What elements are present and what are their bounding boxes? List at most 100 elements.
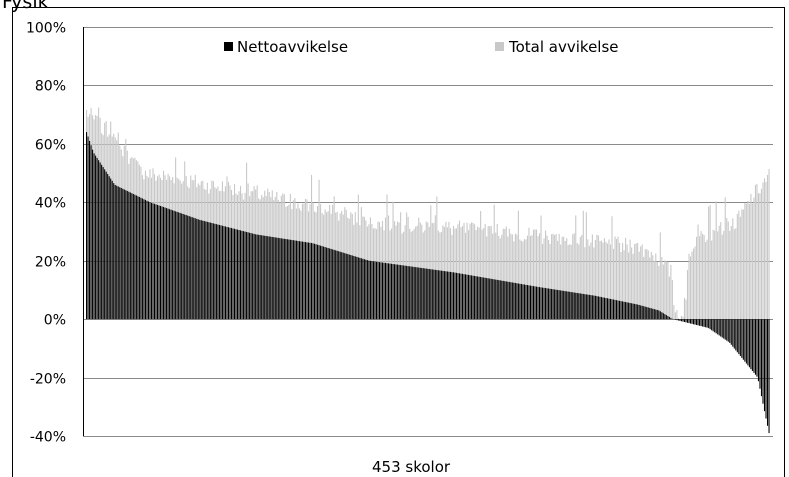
bar-net bbox=[240, 230, 242, 320]
bar-total bbox=[697, 224, 699, 320]
bar-net bbox=[191, 217, 193, 320]
bar-net bbox=[371, 261, 373, 320]
bar-net bbox=[259, 235, 261, 320]
bar-net bbox=[739, 319, 741, 356]
bar-total bbox=[609, 244, 612, 320]
bar-net bbox=[665, 315, 667, 320]
bar-net bbox=[659, 311, 661, 320]
bar-net bbox=[178, 212, 180, 320]
bar-total bbox=[700, 231, 702, 320]
bar-net bbox=[667, 315, 669, 320]
bar-net bbox=[283, 238, 285, 320]
bar-net bbox=[194, 218, 196, 320]
bar-net bbox=[170, 209, 172, 320]
bar-total bbox=[535, 229, 538, 320]
bar-net bbox=[321, 246, 323, 320]
bar-total bbox=[543, 238, 545, 320]
bar-net bbox=[437, 270, 439, 320]
bar-total bbox=[516, 234, 518, 320]
bar-net bbox=[525, 284, 527, 320]
bar-total bbox=[622, 243, 624, 320]
bar-net bbox=[327, 247, 329, 320]
bar-total bbox=[647, 250, 649, 320]
bar-net bbox=[609, 298, 612, 320]
bar-net bbox=[282, 238, 284, 320]
bar-total bbox=[696, 236, 698, 320]
bar-total bbox=[507, 236, 509, 320]
bar-net bbox=[387, 263, 390, 320]
bar-net bbox=[606, 298, 609, 320]
bar-net bbox=[184, 214, 186, 320]
bar-net bbox=[543, 287, 545, 320]
bar-net bbox=[378, 262, 381, 320]
bar-total bbox=[623, 250, 625, 320]
bar-net bbox=[564, 291, 566, 320]
bar-net bbox=[622, 301, 624, 320]
bar-total bbox=[602, 242, 604, 320]
bar-total bbox=[526, 235, 528, 320]
bar-net bbox=[244, 231, 246, 320]
bar-total bbox=[676, 310, 678, 320]
bar-net bbox=[125, 190, 127, 320]
bar-net bbox=[273, 237, 275, 320]
bar-net bbox=[649, 307, 651, 320]
bar-net bbox=[236, 229, 239, 320]
bar-net bbox=[696, 319, 698, 325]
bar-total bbox=[581, 235, 583, 320]
bar-net bbox=[166, 208, 168, 320]
bar-net bbox=[596, 296, 598, 320]
bar-net bbox=[338, 251, 340, 320]
bar-net bbox=[366, 260, 368, 320]
bar-net bbox=[415, 267, 417, 320]
bar-net bbox=[747, 319, 749, 366]
bar-net bbox=[708, 319, 710, 329]
bar-net bbox=[513, 282, 515, 320]
bar-net bbox=[668, 316, 670, 320]
bar-total bbox=[683, 297, 686, 320]
bar-net bbox=[218, 224, 220, 320]
bar-total bbox=[357, 194, 359, 320]
bar-total bbox=[685, 299, 687, 320]
bar-total bbox=[665, 261, 667, 320]
bar-net bbox=[599, 296, 601, 320]
bar-net bbox=[235, 229, 237, 320]
bar-total bbox=[434, 215, 436, 320]
series-nettoavvikelse bbox=[86, 132, 770, 434]
bar-net bbox=[705, 319, 707, 328]
bar-net bbox=[691, 319, 693, 324]
bar-net bbox=[520, 284, 522, 320]
bar-net bbox=[655, 309, 657, 320]
bar-total bbox=[430, 205, 432, 320]
bar-net bbox=[280, 238, 282, 320]
bar-net bbox=[292, 240, 294, 320]
bar-net bbox=[469, 275, 471, 320]
bar-total bbox=[615, 239, 618, 320]
bar-total bbox=[520, 240, 522, 320]
bar-total bbox=[596, 234, 598, 320]
bar-total bbox=[637, 243, 639, 320]
bar-total bbox=[490, 225, 492, 320]
bar-net bbox=[635, 304, 637, 320]
bar-net bbox=[514, 282, 516, 320]
bar-net bbox=[629, 302, 631, 320]
bar-total bbox=[723, 230, 725, 320]
bar-net bbox=[175, 211, 177, 320]
legend-label-nettoavvikelse: Nettoavvikelse bbox=[237, 38, 348, 56]
bar-net bbox=[391, 263, 393, 320]
bar-total bbox=[709, 205, 711, 320]
bar-net bbox=[113, 183, 115, 320]
bar-total bbox=[552, 233, 554, 320]
bar-net bbox=[730, 319, 732, 345]
bar-net bbox=[335, 250, 337, 320]
bar-net bbox=[723, 319, 725, 339]
bar-total bbox=[472, 222, 474, 320]
bar-net bbox=[304, 242, 307, 320]
bar-net bbox=[362, 258, 364, 320]
bar-total bbox=[570, 244, 572, 320]
bar-total bbox=[664, 260, 666, 320]
bar-net bbox=[581, 293, 583, 320]
bar-total bbox=[458, 220, 461, 320]
bar-total bbox=[510, 233, 512, 320]
bar-total bbox=[705, 242, 707, 320]
bar-net bbox=[593, 295, 595, 320]
